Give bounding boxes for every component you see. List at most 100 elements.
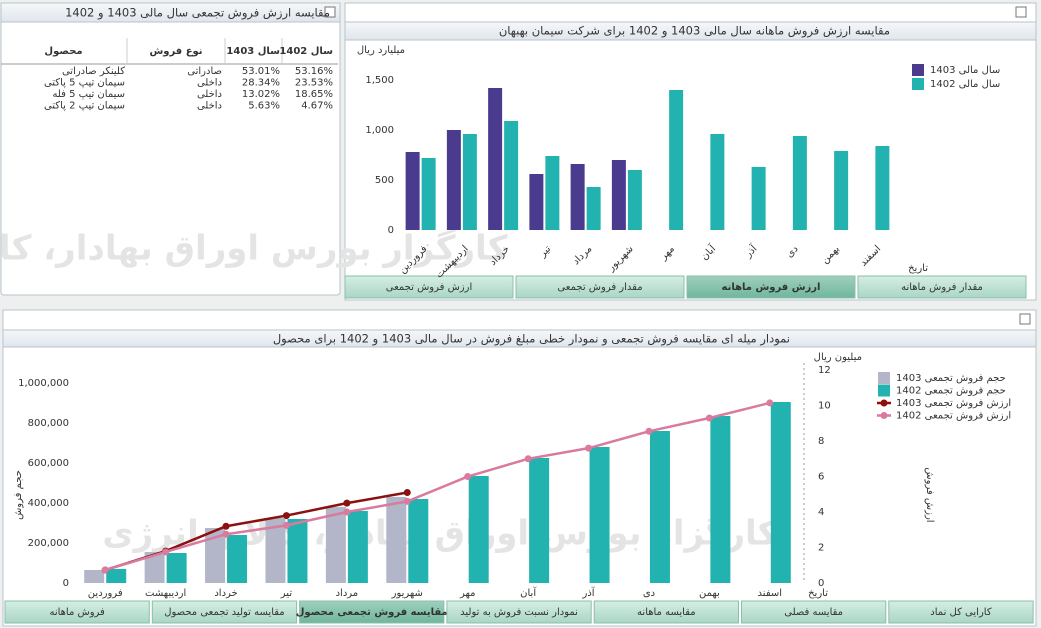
y-tick-label: 600,000 xyxy=(28,458,69,469)
tab-label[interactable]: کارایی کل نماد xyxy=(930,607,992,618)
y2-axis-label: ارزش فروش xyxy=(924,467,935,522)
bar xyxy=(287,519,308,583)
tab[interactable] xyxy=(151,600,298,624)
y-tick-label: 800,000 xyxy=(28,418,69,429)
line-point xyxy=(403,489,411,497)
bar xyxy=(792,136,807,230)
legend-label: حجم فروش تجمعی 1402 xyxy=(896,386,1006,397)
line-point xyxy=(524,455,532,463)
bar xyxy=(347,511,368,583)
table-cell: 53.16% xyxy=(295,66,333,77)
table-cell: سیمان تیپ 5 پاکتی xyxy=(44,78,125,89)
tab-label[interactable]: ارزش فروش ماهانه xyxy=(722,282,821,293)
bar xyxy=(227,535,248,583)
line-point xyxy=(585,444,593,452)
line-point xyxy=(222,522,230,530)
tab[interactable] xyxy=(344,275,514,299)
table-cell: 4.67% xyxy=(301,101,333,112)
tab[interactable] xyxy=(446,600,592,624)
x-axis-label: تاریخ xyxy=(808,588,828,599)
tab-label[interactable]: مقدار فروش ماهانه xyxy=(901,282,983,293)
line-point xyxy=(645,427,653,435)
tab-label[interactable]: مقدار فروش تجمعی xyxy=(557,282,642,293)
tab[interactable] xyxy=(515,275,685,299)
legend-label: ارزش فروش تجمعی 1402 xyxy=(896,411,1011,422)
y2-tick-label: 6 xyxy=(818,472,824,483)
table-cell: 23.53% xyxy=(295,78,333,89)
line-point xyxy=(282,512,290,520)
tab-label[interactable]: مقایسه تولید تجمعی محصول xyxy=(164,607,284,618)
bar xyxy=(710,134,725,230)
bar xyxy=(504,121,519,230)
bar xyxy=(386,497,407,583)
table-header: سال 1403 xyxy=(226,46,280,57)
bar xyxy=(405,152,420,230)
table-cell: 18.65% xyxy=(295,89,333,100)
x-tick-label: آبان xyxy=(520,586,537,599)
line-point xyxy=(464,473,472,481)
y2-tick-label: 12 xyxy=(818,365,831,376)
chart-title: نمودار میله ای مقایسه فروش تجمعی و نمودا… xyxy=(273,332,790,347)
tab-label[interactable]: نمودار نسبت فروش به تولید xyxy=(460,607,578,618)
table-cell: 13.02% xyxy=(242,89,280,100)
y-axis-label: میلیارد ریال xyxy=(357,45,405,56)
window-button[interactable] xyxy=(1015,6,1027,18)
bar xyxy=(834,151,849,230)
bar xyxy=(166,553,187,583)
x-tick-label: مهر xyxy=(459,588,475,599)
bar xyxy=(468,476,489,583)
tab[interactable] xyxy=(741,600,887,624)
table-cell: 28.34% xyxy=(242,78,280,89)
bar xyxy=(84,570,105,583)
y2-tick-label: 8 xyxy=(818,436,824,447)
x-axis-label: تاریخ xyxy=(908,263,928,274)
y2-tick-label: 0 xyxy=(818,578,824,589)
tab[interactable] xyxy=(593,600,740,624)
tab-label[interactable]: مقایسه فروش تجمعی محصول xyxy=(296,607,448,618)
line-point xyxy=(766,399,774,407)
watermark: کارگزار بورس اوراق بهادار، کالا و انرژی xyxy=(102,514,777,554)
bar xyxy=(446,130,461,230)
legend-label: سال مالی 1402 xyxy=(930,79,1000,90)
bar xyxy=(627,170,642,230)
y-tick-label: 1,500 xyxy=(365,75,394,86)
bar xyxy=(529,458,550,583)
window-button[interactable] xyxy=(324,6,336,18)
tab[interactable] xyxy=(888,600,1034,624)
left-header xyxy=(0,2,341,23)
x-tick-label: مرداد xyxy=(336,588,359,599)
window-button[interactable] xyxy=(1019,313,1031,325)
line-point xyxy=(705,414,713,422)
bar xyxy=(649,431,670,583)
table-header: نوع فروش xyxy=(149,46,202,57)
legend-swatch xyxy=(878,372,890,384)
y2-tick-label: 2 xyxy=(818,543,824,554)
tab[interactable] xyxy=(857,275,1027,299)
bar xyxy=(462,134,477,230)
bar xyxy=(325,507,346,583)
y-tick-label: 0 xyxy=(388,225,394,236)
tab-label[interactable]: ارزش فروش تجمعی xyxy=(386,282,473,293)
chart-title: مقایسه ارزش فروش ماهانه سال مالی 1403 و … xyxy=(499,24,890,39)
legend-label: سال مالی 1403 xyxy=(930,65,1000,76)
bar xyxy=(106,569,127,583)
tab[interactable] xyxy=(299,600,445,624)
bar xyxy=(488,88,503,230)
x-tick-label: اردیبهشت xyxy=(145,588,186,599)
bar xyxy=(265,518,286,583)
watermark: کارگزار بورس اوراق بهادار، کالا و انرژی xyxy=(0,229,508,269)
table-cell: سیمان تیپ 5 فله xyxy=(52,89,125,100)
table-cell: صادراتی xyxy=(187,66,222,77)
panel-title: مقایسه ارزش فروش تجمعی سال مالی 1403 و 1… xyxy=(65,6,330,21)
y2-unit: میلیون ریال xyxy=(814,352,862,363)
tab-label[interactable]: مقایسه ماهانه xyxy=(637,607,696,618)
tab[interactable] xyxy=(686,275,856,299)
legend-label: حجم فروش تجمعی 1403 xyxy=(896,373,1006,384)
bar xyxy=(875,146,890,230)
bar xyxy=(710,416,731,583)
table-cell: داخلی xyxy=(197,89,222,100)
tab-label[interactable]: مقایسه فصلی xyxy=(784,607,843,618)
tab[interactable] xyxy=(4,600,150,624)
tab-label[interactable]: فروش ماهانه xyxy=(49,607,105,618)
top-header xyxy=(344,21,1037,41)
